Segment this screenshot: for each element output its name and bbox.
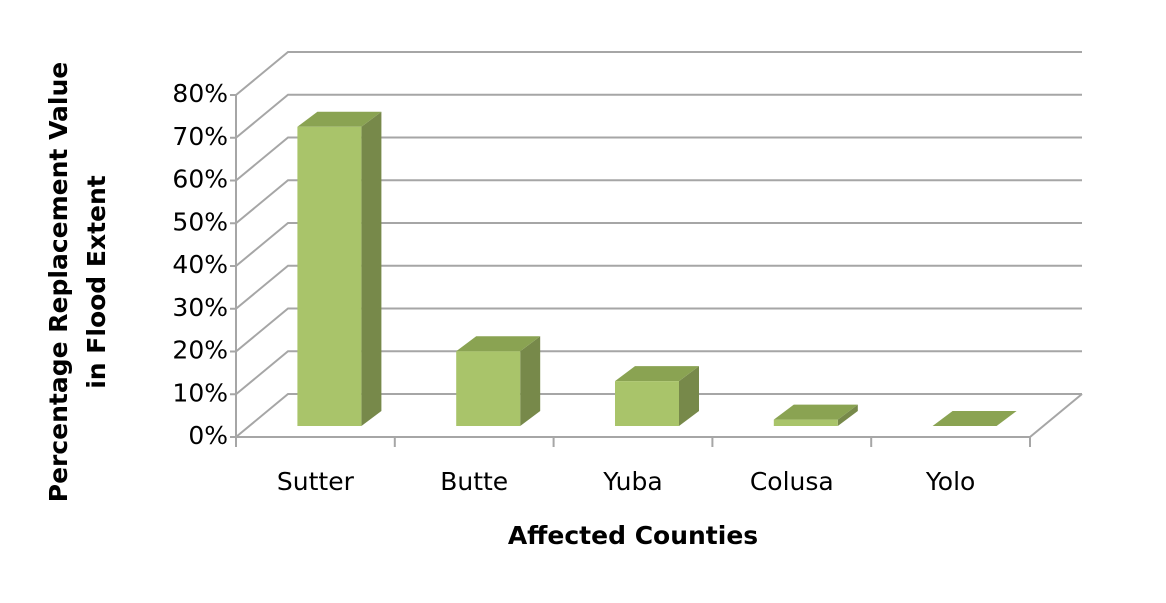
grid-line	[235, 222, 1082, 267]
bar	[615, 381, 679, 426]
x-axis-title: Affected Counties	[508, 521, 758, 550]
bar-top	[615, 366, 699, 382]
y-tick-label: 60%	[172, 165, 228, 194]
y-tick-label: 80%	[172, 79, 228, 108]
bar-side	[679, 366, 699, 426]
y-axis-title: in Flood Extent	[82, 175, 111, 389]
bar-top	[773, 404, 858, 420]
bar-side	[520, 336, 541, 426]
y-axis-title: Percentage Replacement Value	[44, 62, 73, 503]
y-tick-label: 30%	[172, 293, 228, 322]
bar	[773, 419, 838, 426]
y-axis-title-group: Percentage Replacement Value in Flood Ex…	[44, 62, 111, 503]
bar-top	[932, 411, 1017, 426]
grid-line	[235, 136, 1082, 182]
grid-line	[235, 179, 1082, 225]
x-tick-label: Colusa	[750, 467, 834, 496]
bar-top	[297, 111, 382, 127]
grid-line	[235, 51, 1082, 96]
x-tick-label: Sutter	[277, 467, 355, 496]
bar	[297, 126, 362, 426]
x-tick-label: Yuba	[602, 467, 662, 496]
y-tick-label: 20%	[172, 336, 228, 365]
y-tick-label: 40%	[172, 250, 228, 279]
x-tick-label: Butte	[440, 467, 508, 496]
bar-top	[456, 336, 541, 352]
bar-side	[837, 404, 858, 426]
y-tick-label: 0%	[188, 421, 228, 450]
y-tick-label: 50%	[172, 207, 228, 236]
y-tick-label: 70%	[172, 122, 228, 151]
grid-line	[235, 350, 1082, 396]
bar	[456, 351, 521, 426]
bar-side	[361, 111, 382, 426]
grid-line	[235, 93, 1082, 139]
x-tick-label: Yolo	[925, 467, 976, 496]
grid-line	[235, 307, 1082, 353]
grid-line	[235, 393, 1082, 438]
y-tick-label: 10%	[172, 378, 228, 407]
grid-line	[235, 264, 1082, 310]
